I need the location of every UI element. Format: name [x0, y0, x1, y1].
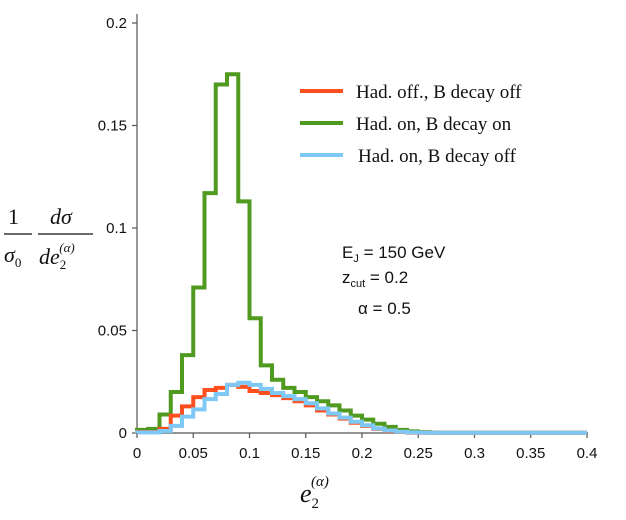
x-tick-label-6: 0.3: [464, 445, 485, 462]
y-tick-label-0: 0: [119, 425, 127, 442]
xlabel-e: e: [300, 479, 312, 508]
ylabel-sigma0: σ0: [4, 242, 21, 270]
ylabel-de2-main: de: [39, 244, 60, 269]
x-tick-label-4: 0.2: [352, 445, 373, 462]
annotation-alpha: α = 0.5: [358, 299, 411, 318]
ylabel-sigma0-main: σ: [4, 242, 16, 267]
x-tick-label-2: 0.1: [239, 445, 260, 462]
x-tick-label-1: 0.05: [179, 445, 208, 462]
xlabel-e2: e2 (α): [300, 474, 329, 512]
xlabel-sub: 2: [312, 496, 320, 512]
legend-label-2: Had. on, B decay off: [358, 146, 517, 167]
ylabel-sigma0-sub: 0: [15, 255, 22, 270]
annotation-energy-main: E: [342, 243, 353, 262]
ylabel-de2-sub: 2: [60, 257, 67, 272]
x-tick-label-7: 0.35: [516, 445, 545, 462]
x-tick-label-5: 0.25: [404, 445, 433, 462]
y-ticks: 0 0.05 0.1 0.15 0.2: [98, 15, 137, 442]
x-tick-label-8: 0.4: [577, 445, 598, 462]
ylabel-dsigma: dσ: [50, 204, 73, 229]
ylabel-de2: de2 (α): [39, 240, 75, 272]
legend-label-0: Had. off., B decay off: [356, 82, 522, 103]
y-tick-label-1: 0.05: [98, 323, 127, 340]
annotation-zcut: zcut = 0.2: [342, 268, 408, 290]
y-tick-label-3: 0.15: [98, 118, 127, 135]
x-tick-label-0: 0: [133, 445, 141, 462]
x-ticks: 0 0.05 0.1 0.15 0.2 0.25 0.3 0.35 0.4: [133, 433, 598, 462]
annotation-zcut-main: z: [342, 268, 351, 287]
ylabel-de2-sup: (α): [59, 240, 74, 255]
annotation-zcut-rest: = 0.2: [365, 268, 408, 287]
y-tick-label-2: 0.1: [106, 220, 127, 237]
annotation-energy-sub: J: [353, 253, 359, 265]
annotation-zcut-sub: cut: [351, 278, 366, 290]
x-tick-label-3: 0.15: [291, 445, 320, 462]
x-axis-label: e2 (α): [300, 474, 329, 512]
ylabel-one: 1: [8, 204, 19, 229]
annotation-energy-rest: = 150 GeV: [359, 243, 446, 262]
legend: Had. off., B decay off Had. on, B decay …: [300, 82, 522, 167]
xlabel-sup: (α): [311, 474, 329, 490]
y-axis-label: 1 σ0 dσ de2 (α): [4, 204, 93, 272]
annotation-energy: EJ = 150 GeV: [342, 243, 446, 265]
series-layer: [135, 72, 587, 435]
y-tick-label-4: 0.2: [106, 15, 127, 32]
legend-label-1: Had. on, B decay on: [356, 114, 512, 135]
annotation: EJ = 150 GeV zcut = 0.2 α = 0.5: [342, 243, 446, 318]
series-line-2: [135, 380, 587, 435]
